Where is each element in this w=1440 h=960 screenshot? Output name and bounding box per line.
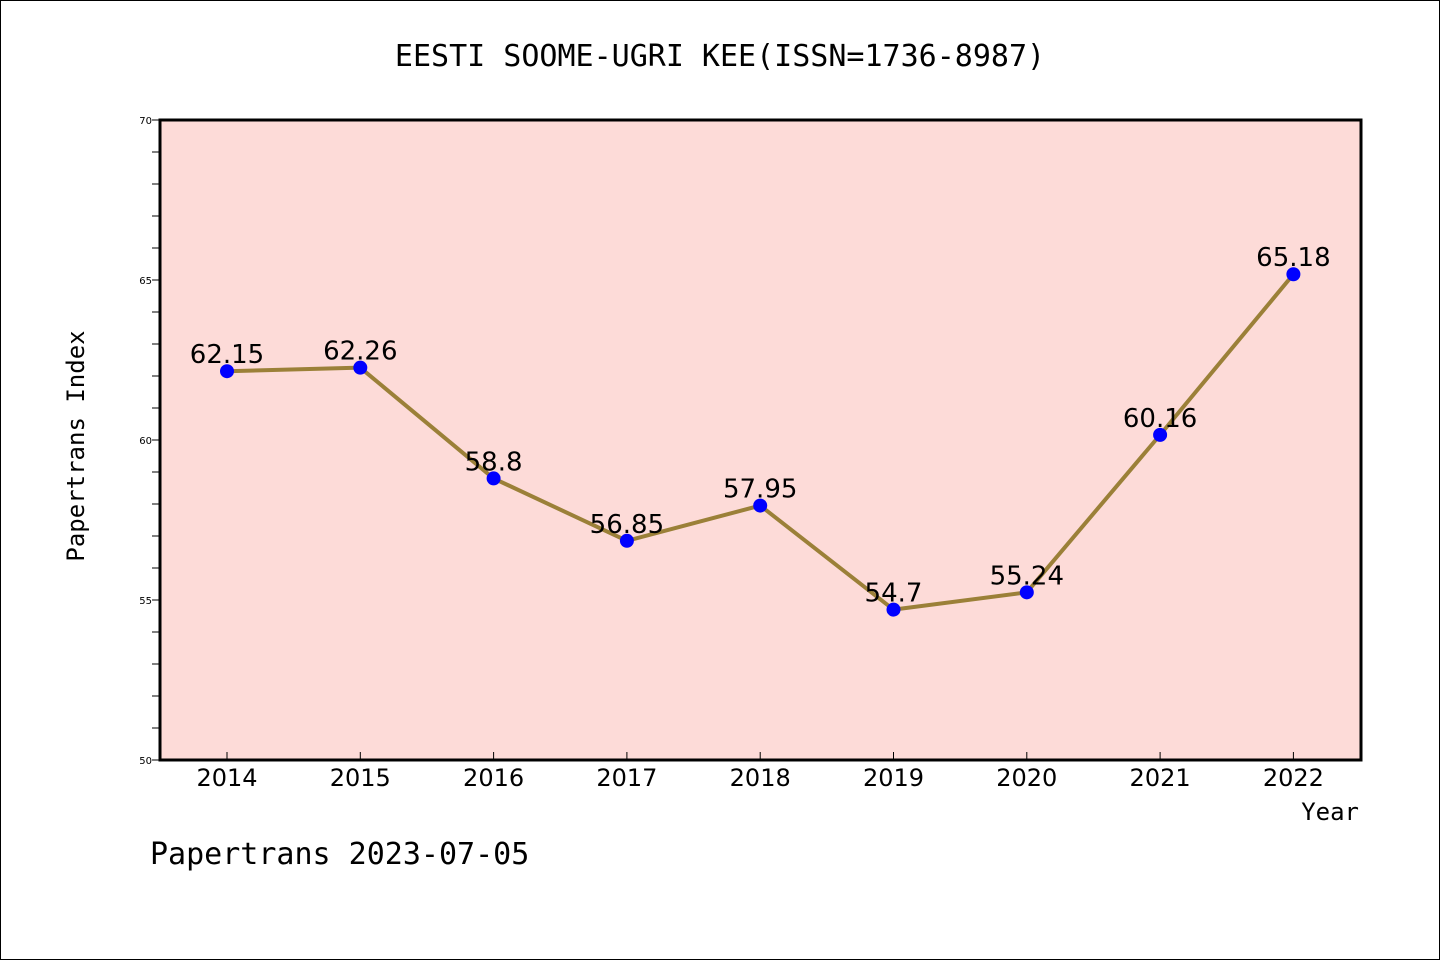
x-tick-label: 2019 <box>863 764 924 792</box>
data-point <box>1019 585 1034 600</box>
chart-title: EESTI SOOME-UGRI KEE(ISSN=1736-8987) <box>395 39 1045 74</box>
data-label: 65.18 <box>1256 243 1330 273</box>
data-point <box>886 602 901 617</box>
data-point <box>1286 267 1301 282</box>
x-axis-ticks: 2014 2015 2016 2017 2018 2019 2020 2021 2022 <box>196 752 1324 792</box>
data-label: 60.16 <box>1123 404 1197 434</box>
data-labels: 62.15 62.26 58.8 56.85 57.95 54.7 55.24 60.16 65… <box>190 243 1331 608</box>
data-label: 55.24 <box>990 561 1064 591</box>
data-point <box>753 498 768 513</box>
data-point <box>1153 427 1168 442</box>
data-point <box>619 533 634 548</box>
footer-date-stamp: Papertrans 2023-07-05 <box>150 837 529 872</box>
x-tick-label: 2017 <box>596 764 657 792</box>
x-tick-label: 2022 <box>1263 764 1324 792</box>
y-axis-title: Papertrans Index <box>62 330 90 561</box>
y-tick-label: 65 <box>139 276 152 287</box>
data-point <box>486 471 501 486</box>
data-label: 54.7 <box>865 579 923 609</box>
data-label: 62.15 <box>190 340 264 370</box>
x-tick-label: 2020 <box>996 764 1057 792</box>
x-axis-title: Year <box>1301 798 1359 826</box>
y-tick-label: 70 <box>139 116 152 127</box>
x-tick-label: 2016 <box>463 764 524 792</box>
data-label: 62.26 <box>323 337 397 367</box>
y-tick-label: 60 <box>139 436 152 447</box>
data-label: 58.8 <box>465 447 523 477</box>
data-label: 57.95 <box>723 475 797 505</box>
data-series <box>220 267 1301 617</box>
data-point <box>220 364 234 379</box>
data-label: 56.85 <box>590 510 664 540</box>
plot-border <box>158 118 1363 762</box>
y-tick-label: 50 <box>139 756 152 767</box>
x-tick-label: 2014 <box>196 764 257 792</box>
y-tick-label: 55 <box>139 596 152 607</box>
x-tick-label: 2021 <box>1130 764 1191 792</box>
x-tick-label: 2018 <box>730 764 791 792</box>
plot-area <box>160 120 1361 760</box>
data-point <box>353 360 368 375</box>
x-tick-label: 2015 <box>330 764 391 792</box>
y-axis-ticks: 50 55 60 65 70 <box>139 116 160 767</box>
